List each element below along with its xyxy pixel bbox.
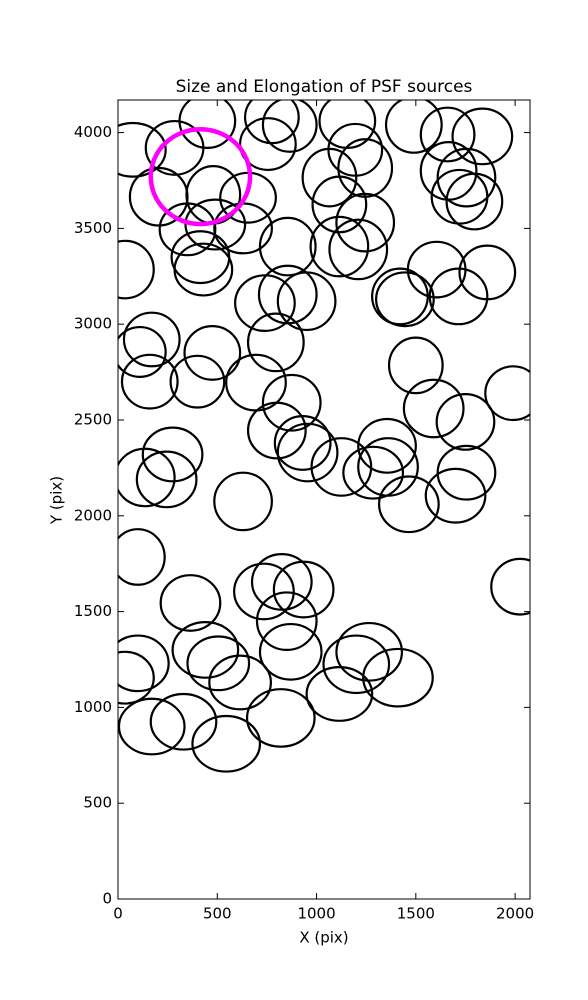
- psf-ellipse: [276, 422, 339, 483]
- psf-ellipse: [246, 312, 305, 373]
- y-tick-label: 3000: [74, 315, 112, 333]
- psf-ellipse: [335, 621, 404, 682]
- psf-ellipse: [186, 635, 251, 692]
- y-tick-label: 2500: [74, 410, 112, 428]
- y-tick-label: 3500: [74, 219, 112, 237]
- psf-ellipse: [310, 437, 373, 497]
- psf-ellipse: [169, 354, 226, 409]
- psf-ellipse: [436, 444, 497, 501]
- psf-ellipse: [149, 692, 218, 751]
- psf-ellipse: [184, 198, 247, 251]
- psf-ellipse: [243, 100, 300, 145]
- y-tick-label: 500: [83, 794, 112, 812]
- psf-ellipse: [245, 688, 316, 748]
- psf-ellipse: [435, 393, 496, 451]
- psf-ellipse: [120, 353, 179, 410]
- psf-ellipse: [301, 147, 358, 208]
- psf-ellipse: [328, 218, 389, 281]
- psf-ellipse: [305, 666, 374, 722]
- chart-title: Size and Elongation of PSF sources: [176, 77, 473, 97]
- psf-ellipse: [273, 415, 332, 471]
- plot-area: [118, 100, 530, 773]
- psf-ellipse: [128, 166, 189, 227]
- y-tick-label: 1500: [74, 602, 112, 620]
- psf-ellipse: [322, 634, 391, 695]
- psf-ellipse: [159, 574, 222, 632]
- psf-ellipse: [118, 697, 186, 756]
- y-tick-label: 1000: [74, 698, 112, 716]
- x-tick-label: 500: [203, 905, 232, 923]
- psf-ellipse: [191, 714, 262, 773]
- psf-ellipse: [141, 426, 204, 483]
- psf-ellipse: [384, 100, 443, 154]
- psf-ellipse: [490, 557, 530, 616]
- y-tick-label: 0: [102, 890, 112, 908]
- y-axis-label: Y (pix): [48, 476, 66, 525]
- psf-ellipse: [276, 271, 337, 332]
- psf-ellipse: [261, 100, 318, 153]
- psf-ellipse: [213, 471, 273, 532]
- psf-ellipse: [387, 336, 444, 395]
- psf-ellipse: [375, 271, 435, 328]
- psf-ellipse: [118, 325, 167, 378]
- psf-ellipse: [171, 621, 240, 679]
- psf-ellipse: [239, 117, 297, 172]
- psf-ellipse: [183, 324, 242, 381]
- psf-ellipse: [377, 475, 440, 534]
- axes-frame: [117, 99, 531, 900]
- psf-ellipse: [261, 373, 322, 432]
- psf-ellipse: [309, 215, 370, 278]
- psf-ellipse: [272, 560, 335, 619]
- x-tick-label: 1500: [397, 905, 435, 923]
- psf-ellipse: [118, 121, 167, 178]
- psf-ellipse: [122, 311, 181, 368]
- psf-ellipse: [424, 467, 487, 524]
- psf-ellipse: [258, 216, 317, 277]
- psf-ellipse: [258, 622, 323, 681]
- psf-ellipse: [342, 445, 405, 500]
- psf-ellipse: [428, 267, 489, 326]
- y-tick-label: 2000: [74, 506, 112, 524]
- psf-ellipse: [311, 175, 368, 234]
- psf-ellipse: [135, 450, 198, 509]
- psf-ellipse: [357, 437, 419, 497]
- psf-ellipse: [173, 242, 234, 297]
- x-axis-label: X (pix): [299, 929, 348, 947]
- psf-ellipse: [357, 417, 417, 474]
- psf-ellipse: [337, 138, 394, 198]
- psf-ellipse: [118, 239, 155, 300]
- psf-ellipse: [118, 528, 166, 586]
- psf-ellipse: [170, 230, 231, 285]
- psf-ellipse: [178, 100, 237, 149]
- psf-ellipse: [148, 126, 253, 227]
- psf-ellipse: [208, 654, 272, 711]
- psf-ellipse: [213, 202, 273, 255]
- psf-ellipse: [430, 168, 489, 225]
- psf-ellipse: [246, 401, 307, 460]
- x-tick-label: 2000: [496, 905, 534, 923]
- psf-ellipse: [233, 562, 295, 621]
- x-tick-label: 0: [113, 905, 123, 923]
- psf-ellipse: [445, 172, 504, 231]
- psf-ellipse: [402, 378, 465, 439]
- psf-ellipse: [484, 365, 530, 422]
- psf-ellipse: [419, 106, 476, 163]
- psf-ellipse: [458, 244, 517, 301]
- psf-ellipse: [436, 147, 497, 208]
- psf-ellipse: [118, 634, 170, 693]
- psf-ellipse: [451, 107, 514, 166]
- psf-ellipse: [255, 591, 318, 652]
- x-tick-label: 1000: [297, 905, 335, 923]
- psf-ellipse: [362, 647, 434, 708]
- psf-ellipse: [118, 447, 176, 508]
- y-tick-label: 4000: [74, 123, 112, 141]
- psf-ellipse: [118, 650, 155, 705]
